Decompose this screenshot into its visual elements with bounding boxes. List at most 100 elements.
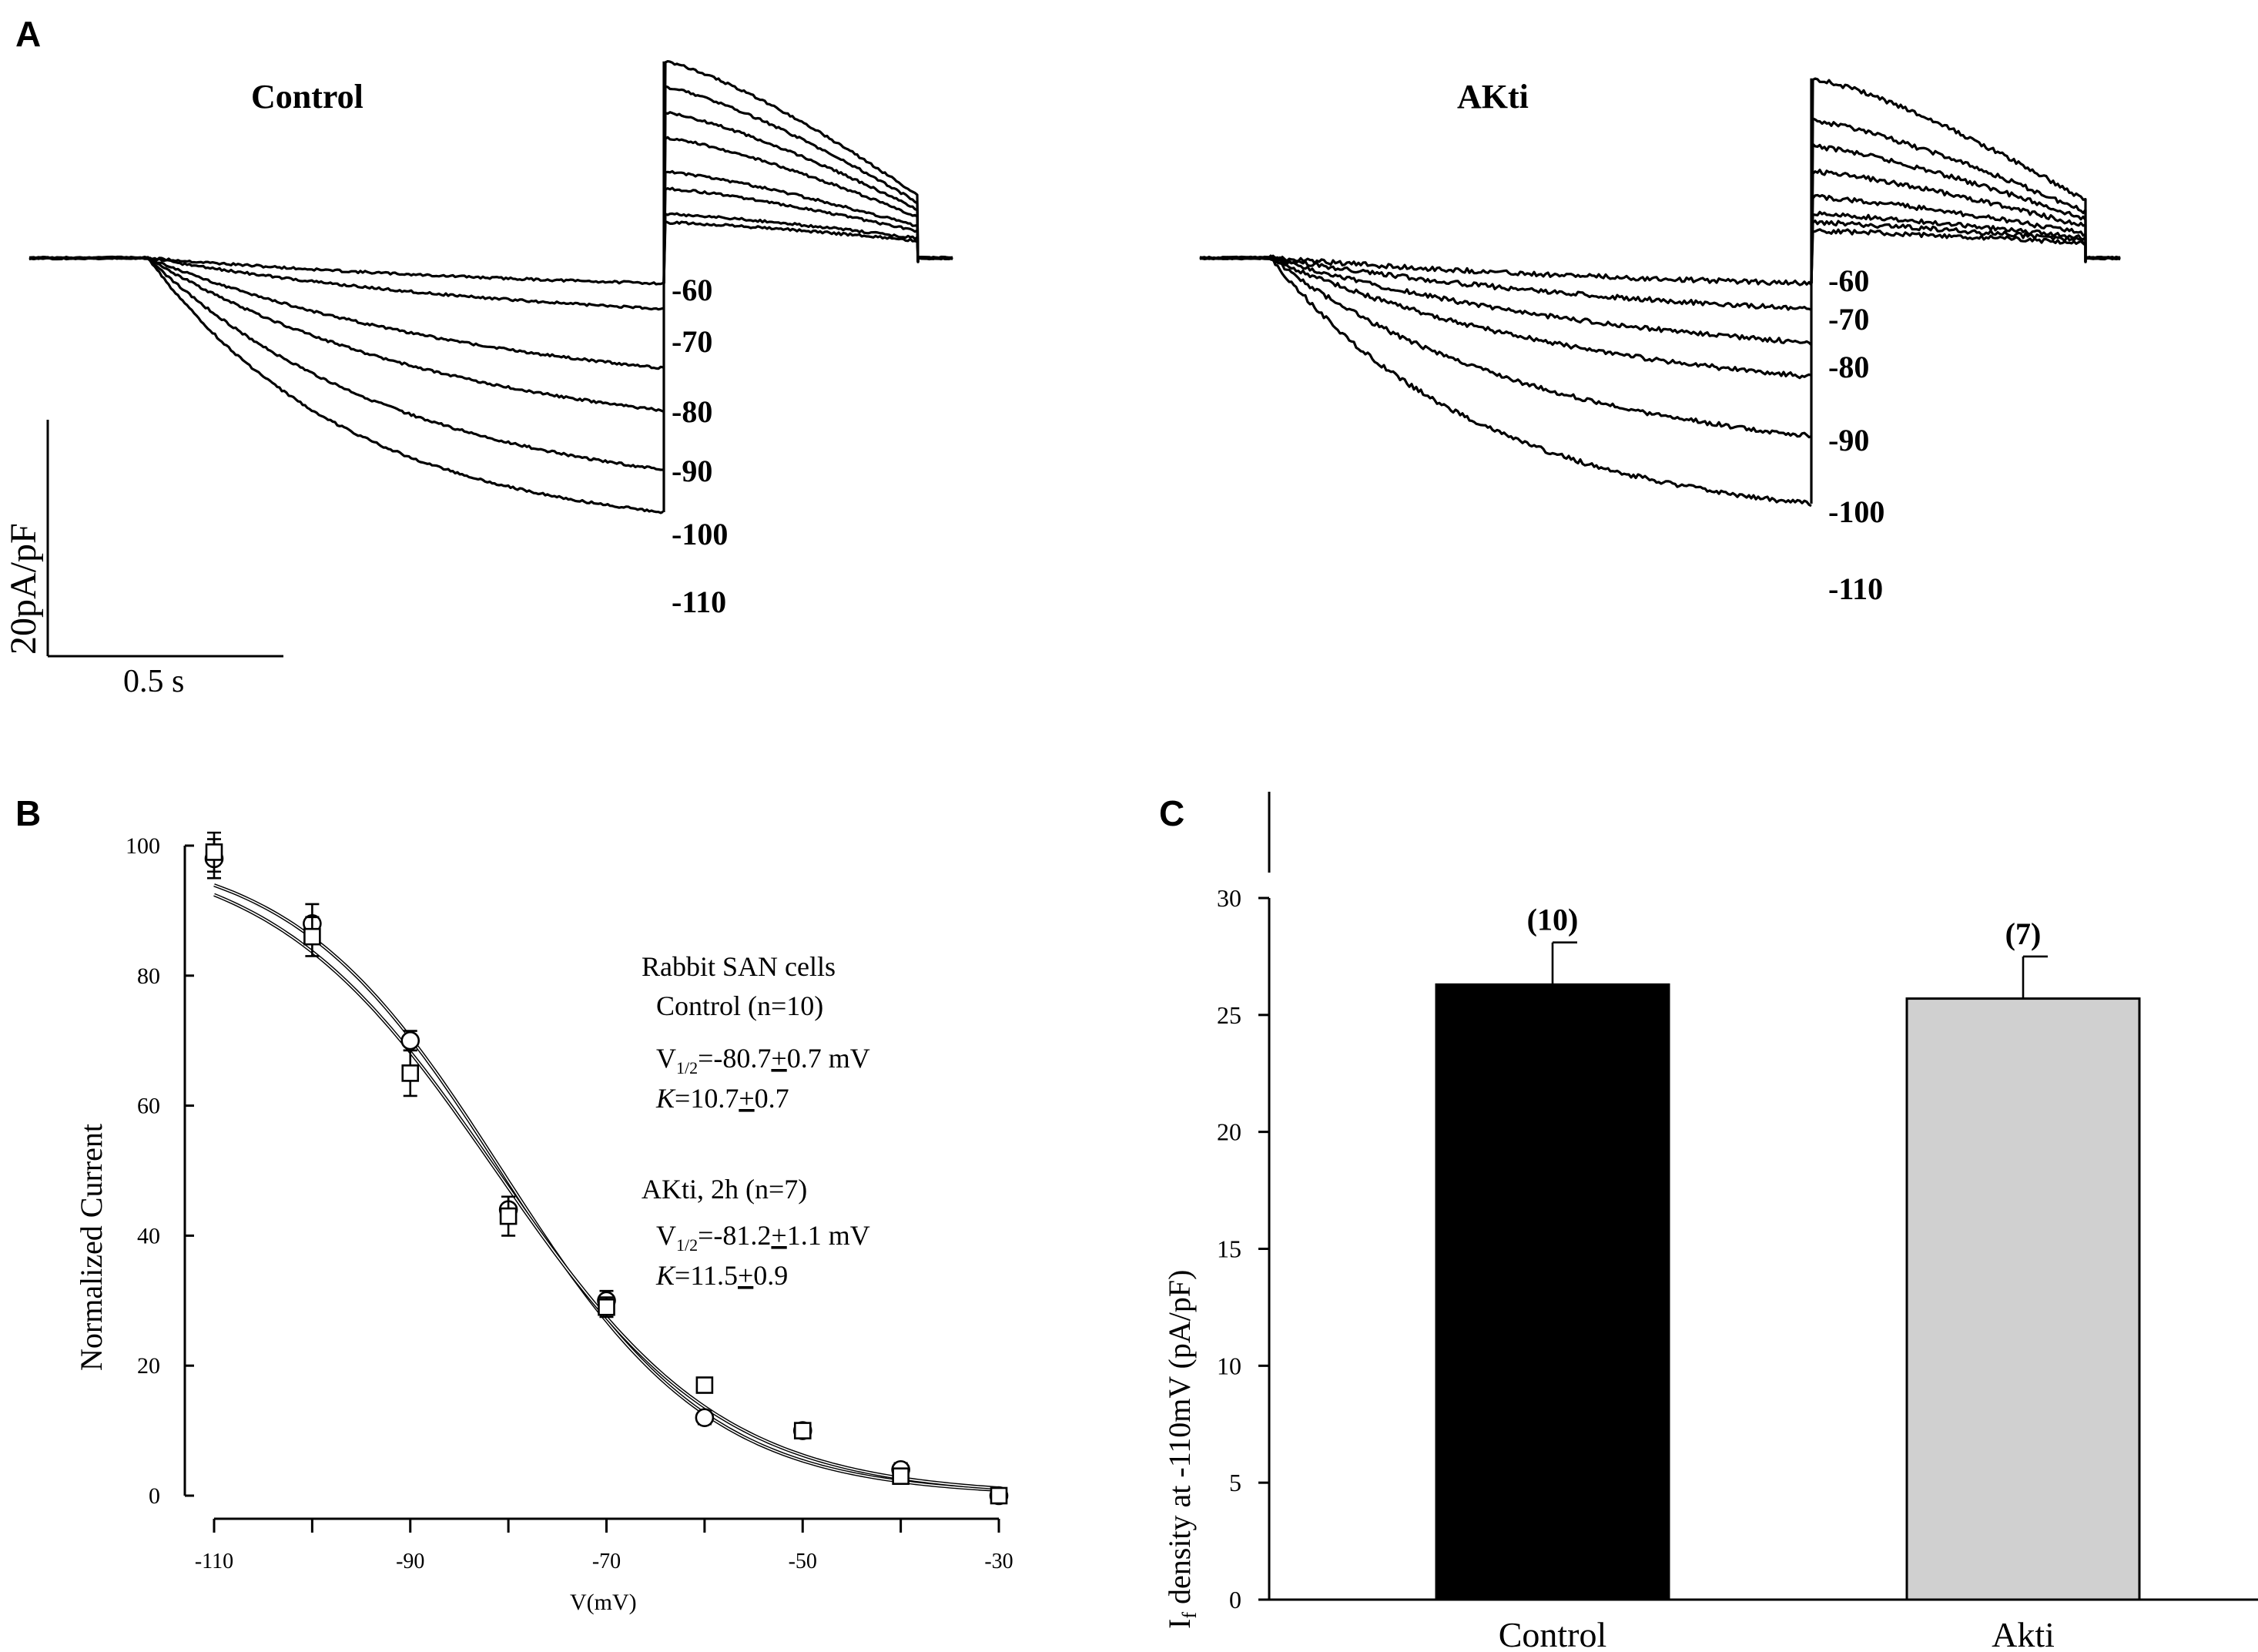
control-voltage-label: -70: [672, 324, 712, 359]
bar-category-label: Akti: [1992, 1615, 2055, 1652]
fit-curve-control: [213, 883, 1000, 1492]
akti-tail-trace: [1810, 193, 2121, 284]
bar-control: [1435, 983, 1670, 1601]
akti-trace-title: AKti: [1457, 78, 1529, 116]
legend-akti: AKti, 2h (n=7): [642, 1174, 807, 1205]
bar-category-label: Control: [1499, 1615, 1607, 1652]
control-inward-trace: [28, 256, 664, 370]
y-axis-ticks: 0 20 40 60 80 100: [126, 833, 194, 1509]
c-y-tick-label: 20: [1217, 1118, 1241, 1146]
control-inward-trace: [28, 255, 664, 311]
x-tick-label: -50: [789, 1550, 817, 1573]
control-k: K=10.7+0.7: [655, 1083, 789, 1114]
c-y-tick-label: 5: [1229, 1469, 1241, 1496]
control-inward-trace: [28, 256, 664, 413]
x-axis-ticks: -110 -90 -70 -50 -30: [195, 1519, 1013, 1573]
akti-data-point: [205, 843, 223, 861]
akti-data-point: [695, 1376, 714, 1394]
bar-akti: [1905, 997, 2141, 1601]
control-tail-trace: [662, 85, 953, 284]
fit-curve-akti: [213, 893, 1000, 1490]
akti-data-point: [990, 1486, 1008, 1505]
x-axis-title: V(mV): [570, 1590, 637, 1615]
control-inward-trace: [28, 255, 664, 514]
panel-a: A Control AKti -60 -70 -80 -90 -100 -110…: [3, 14, 2121, 699]
akti-tail-trace: [1810, 117, 2120, 284]
panel-b-label: B: [15, 793, 41, 833]
akti-inward-trace: [1199, 255, 1812, 311]
akti-k: K=11.5+0.9: [655, 1260, 788, 1291]
x-tick-label: -30: [984, 1550, 1013, 1573]
akti-vhalf: V1/2=-81.2+1.1 mV: [656, 1220, 870, 1255]
akti-voltage-label: -60: [1828, 263, 1869, 298]
y-tick-label: 60: [137, 1094, 160, 1119]
c-y-tick-label: 25: [1217, 1001, 1241, 1029]
scale-bar-x-label: 0.5 s: [123, 664, 184, 699]
akti-tail-trace: [1810, 219, 2121, 284]
data-points: [204, 831, 1009, 1506]
bar-n-label: (10): [1527, 903, 1579, 937]
c-y-axis-title: If density at -110mV (pA/pF): [1162, 1270, 1201, 1629]
akti-inward-trace: [1199, 256, 1812, 439]
panel-b-legend: Rabbit SAN cells Control (n=10) V1/2=-80…: [642, 951, 870, 1291]
akti-data-point: [793, 1422, 812, 1439]
y-axis-title: Normalized Current: [74, 1124, 109, 1371]
control-voltage-label: -90: [672, 454, 712, 488]
control-tail-trace: [662, 60, 953, 284]
akti-voltage-label: -70: [1828, 302, 1869, 337]
y-tick-label: 20: [137, 1353, 160, 1379]
y-tick-label: 100: [126, 833, 160, 859]
control-inward-trace: [28, 256, 664, 286]
c-y-tick-label: 15: [1217, 1235, 1241, 1263]
akti-data-point: [499, 1207, 518, 1225]
control-voltage-labels: -60 -70 -80 -90 -100 -110: [672, 273, 728, 619]
akti-inward-trace: [1199, 255, 1813, 347]
control-tail-trace: [662, 111, 953, 284]
akti-tail-trace: [1810, 77, 2121, 284]
x-tick-label: -110: [195, 1550, 233, 1573]
c-y-tick-label: 30: [1217, 884, 1241, 912]
panel-c: C 0 5 10 15 20 25 30 If density at -110mV (pA/…: [1159, 792, 2258, 1652]
akti-voltage-label: -110: [1828, 571, 1883, 606]
control-tail-trace: [662, 219, 953, 284]
bar-n-label: (7): [2005, 916, 2042, 951]
control-vhalf: V1/2=-80.7+0.7 mV: [656, 1043, 870, 1077]
x-tick-label: -70: [592, 1550, 621, 1573]
panel-a-label: A: [15, 14, 41, 54]
scale-bar-y-label: 20pA/pF: [3, 523, 44, 655]
akti-inward-trace: [1199, 254, 1812, 508]
control-trace-title: Control: [251, 78, 363, 116]
c-y-tick-label: 0: [1229, 1586, 1241, 1613]
y-tick-label: 40: [137, 1223, 160, 1248]
control-data-point: [695, 1408, 715, 1428]
panel-c-label: C: [1159, 793, 1184, 833]
y-tick-label: 80: [137, 963, 160, 989]
control-voltage-label: -110: [672, 585, 726, 619]
scale-bar: 20pA/pF 0.5 s: [3, 420, 283, 699]
control-inward-trace: [28, 256, 663, 471]
control-data-point: [400, 1030, 420, 1051]
control-tail-trace: [662, 186, 953, 284]
panel-b-axes: 0 20 40 60 80 100 -110 -90 -70 -50 -30 Normalized…: [74, 833, 1013, 1615]
panel-b: B 0 20 40 60 80 100 -110 -90 -70 -50 -30 Normaliz…: [15, 793, 1013, 1615]
akti-data-point: [303, 927, 321, 946]
x-tick-label: -90: [396, 1550, 424, 1573]
akti-data-point: [598, 1298, 615, 1316]
akti-voltage-label: -100: [1828, 494, 1884, 529]
akti-voltage-label: -80: [1828, 350, 1869, 384]
fit-curve-highlight: [213, 884, 1000, 1491]
akti-current-traces: [1199, 77, 2121, 508]
control-tail-trace: [662, 136, 953, 284]
control-voltage-label: -100: [672, 517, 728, 551]
c-y-tick-label: 10: [1217, 1352, 1241, 1379]
control-tail-trace: [662, 169, 953, 284]
akti-data-point: [401, 1064, 420, 1082]
legend-control: Control (n=10): [656, 990, 823, 1021]
akti-inward-trace: [1199, 254, 1813, 287]
akti-data-point: [892, 1467, 910, 1485]
akti-voltage-labels: -60 -70 -80 -90 -100 -110: [1828, 263, 1884, 606]
control-voltage-label: -60: [672, 273, 712, 307]
akti-tail-trace: [1810, 228, 2121, 284]
akti-tail-trace: [1810, 142, 2121, 284]
